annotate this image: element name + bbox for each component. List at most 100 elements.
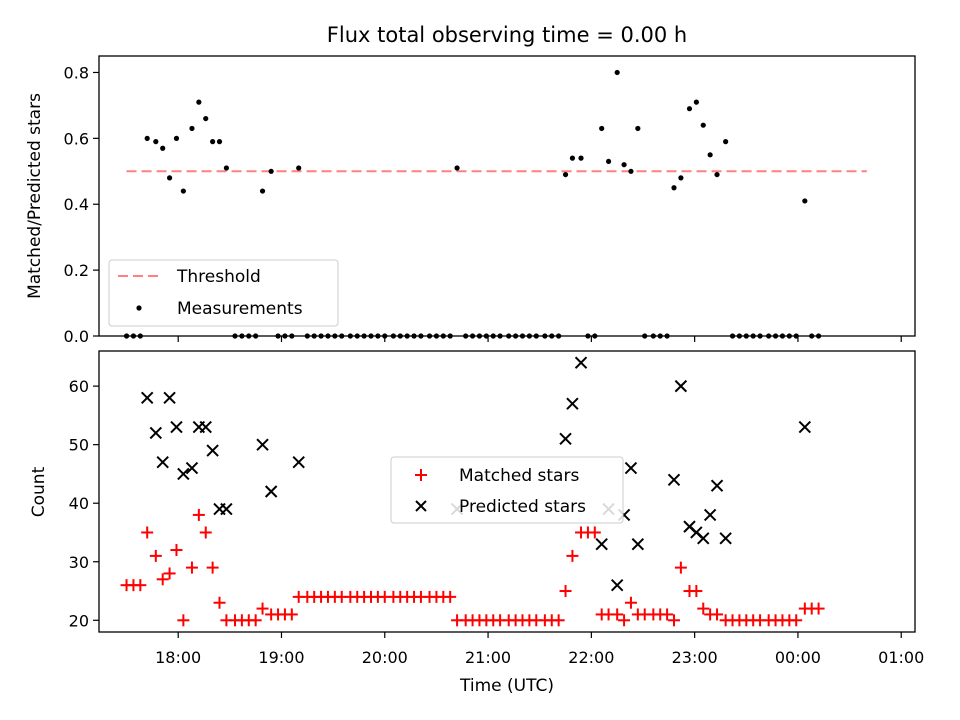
matched-star-point	[185, 561, 198, 574]
measurement-point	[153, 139, 159, 145]
predicted-star-point	[140, 391, 154, 405]
measurement-point	[216, 139, 223, 145]
measurement-point	[578, 155, 584, 161]
measurement-point	[614, 69, 620, 76]
matched-star-point	[661, 608, 674, 621]
predicted-legend-marker	[415, 500, 427, 512]
measurement-point	[599, 125, 605, 132]
measurement-point	[259, 188, 266, 194]
measurement-point	[562, 171, 569, 178]
y-tick-label: 30	[69, 553, 89, 572]
matched-star-point	[163, 567, 176, 580]
matched-star-point	[812, 602, 825, 615]
y-tick-label: 20	[69, 611, 89, 630]
predicted-star-point	[719, 532, 732, 545]
measurement-point	[160, 145, 166, 151]
x-tick-label: 21:00	[465, 648, 511, 667]
measurement-point	[210, 139, 216, 145]
ratio-marks	[123, 69, 867, 339]
ratio-x-ticks	[177, 336, 902, 342]
matched-star-point	[674, 561, 687, 574]
matched-star-point	[566, 549, 579, 562]
measurement-point	[144, 135, 150, 141]
matched-star-point	[552, 614, 565, 627]
predicted-star-point	[170, 420, 183, 434]
measurement-point	[700, 122, 706, 128]
count-legend-box	[390, 456, 624, 524]
matched-star-point	[690, 585, 703, 598]
x-tick-label: 18:00	[155, 648, 201, 667]
measurement-point	[628, 168, 634, 174]
predicted-star-point	[256, 438, 269, 451]
measurement-point	[268, 168, 274, 174]
count-marks	[120, 356, 825, 627]
matched-star-point	[624, 596, 637, 609]
measurement-point	[671, 185, 677, 191]
predicted-star-point	[149, 426, 163, 440]
y-tick-label: 0.2	[64, 261, 89, 280]
measurements-legend-label: Measurements	[177, 299, 303, 319]
measurement-point	[223, 165, 229, 171]
measurement-point	[693, 99, 699, 105]
predicted-star-point	[624, 461, 638, 475]
count-y-axis-label: Count	[29, 466, 49, 517]
count-x-ticks: 18:00 19:00 20:00 21:00 22:00 23:00 00:00 01:00	[155, 632, 924, 667]
matched-star-point	[611, 608, 624, 621]
matched-star-point	[618, 614, 631, 627]
measurement-point	[802, 198, 808, 204]
predicted-star-point	[667, 473, 681, 486]
matched-star-point	[213, 596, 226, 609]
matched-legend-label: Matched stars	[459, 466, 579, 486]
matched-star-point	[667, 614, 680, 627]
matched-star-point	[192, 508, 205, 521]
predicted-star-point	[163, 391, 176, 405]
y-tick-label: 0.6	[64, 129, 89, 148]
predicted-star-point	[156, 456, 169, 469]
chart-title: Flux total observing time = 0.00 h	[327, 23, 687, 47]
predicted-star-point	[574, 356, 588, 369]
matched-star-point	[170, 544, 183, 557]
predicted-star-point	[674, 379, 688, 393]
predicted-star-point	[220, 502, 233, 516]
y-tick-label: 0.4	[64, 195, 89, 214]
x-axis-label: Time (UTC)	[459, 676, 554, 696]
measurement-point	[296, 165, 302, 171]
matched-star-point	[134, 579, 147, 592]
matched-star-point	[156, 573, 169, 586]
measurement-point	[196, 99, 202, 105]
ratio-axes-frame	[98, 55, 916, 337]
matched-star-point	[697, 602, 710, 615]
measurement-point	[686, 106, 693, 112]
predicted-star-point	[185, 461, 199, 475]
threshold-legend-label: Threshold	[176, 267, 261, 287]
count-panel: 20 30 40 50 60 18:00 19:00 20:00 21:00 22:00 23:0…	[29, 350, 924, 696]
matched-star-point	[559, 585, 572, 598]
predicted-star-point	[264, 485, 278, 498]
measurement-point	[189, 125, 195, 132]
y-tick-label: 0.0	[64, 327, 89, 346]
measurement-point	[621, 162, 627, 168]
count-y-ticks: 20 30 40 50 60	[69, 377, 99, 630]
ratio-legend-box	[108, 259, 339, 327]
matched-legend-marker	[415, 469, 427, 481]
matched-star-point	[177, 614, 190, 627]
count-legend: Matched stars Predicted stars	[390, 456, 624, 524]
x-tick-label: 23:00	[672, 648, 718, 667]
predicted-legend-label: Predicted stars	[459, 497, 586, 517]
matched-star-point	[285, 608, 298, 621]
x-tick-label: 01:00	[878, 648, 924, 667]
measurement-point	[605, 158, 612, 165]
matched-star-point	[206, 561, 219, 574]
y-tick-label: 0.8	[64, 63, 89, 82]
measurement-point	[678, 175, 684, 181]
predicted-star-point	[566, 397, 579, 410]
ratio-y-ticks: 0.0 0.2 0.4 0.6 0.8	[64, 63, 99, 346]
measurement-point	[635, 125, 641, 132]
ratio-legend: Threshold Measurements	[108, 259, 339, 327]
predicted-star-point	[710, 479, 724, 492]
x-tick-label: 22:00	[568, 648, 614, 667]
measurement-point	[166, 175, 173, 181]
predicted-star-point	[631, 537, 645, 551]
measurement-point	[454, 165, 460, 171]
